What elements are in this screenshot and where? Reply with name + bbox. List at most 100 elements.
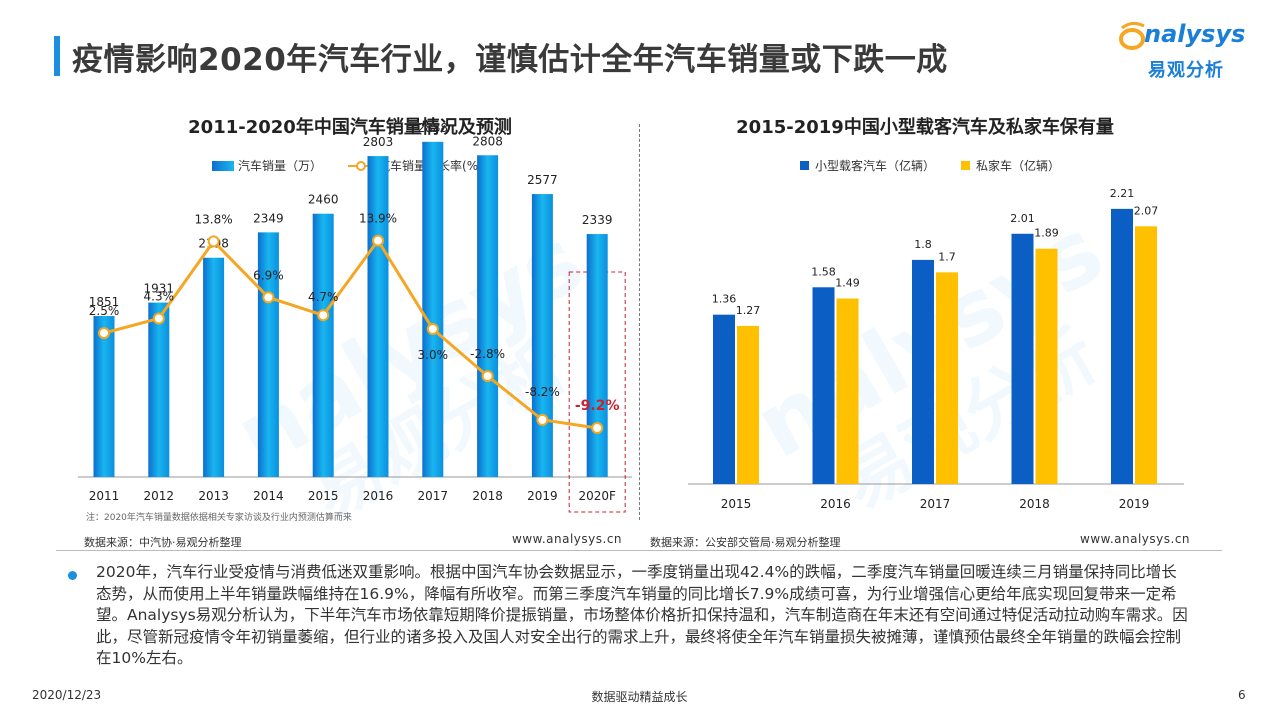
chart1-growth-point: [98, 327, 110, 340]
chart1-site-link[interactable]: www.analysys.cn: [512, 532, 623, 546]
summary-text: 2020年，汽车行业受疫情与消费低迷双重影响。根据中国汽车协会数据显示，一季度销…: [96, 563, 1188, 667]
page-number: 6: [1238, 688, 1246, 702]
chart1-growth-point: [536, 413, 549, 426]
chart2-x-tick-label: 2017: [920, 497, 951, 511]
chart2-value-label-small-passenger: 1.36: [712, 293, 737, 306]
chart1-growth-point: [481, 370, 494, 383]
chart1-growth-point: [207, 235, 220, 248]
chart1-growth-label: 6.9%: [253, 268, 284, 282]
chart2-legend: 小型载客汽车（亿辆） 私家车（亿辆）: [800, 157, 1086, 174]
chart1-source: 数据来源：中汽协·易观分析整理: [84, 536, 242, 549]
chart1-growth-label: 3.0%: [418, 348, 449, 362]
chart2-bar-private-car: [1135, 226, 1157, 484]
chart1-growth-label: -2.8%: [470, 347, 505, 361]
logo-wordmark: nalysys: [1144, 20, 1246, 48]
chart1-bar: [477, 155, 499, 478]
chart1-x-tick-label: 2014: [253, 489, 284, 503]
chart2-source: 数据来源：公安部交管局·易观分析整理: [650, 536, 841, 549]
bullet-icon: [68, 571, 77, 580]
footer-tagline: 数据驱动精益成长: [591, 690, 688, 704]
chart1-bar-value-label: 1851: [89, 295, 120, 309]
chart1-bar-value-label: 2339: [582, 213, 613, 227]
chart1-bar-value-label: 2460: [308, 193, 339, 207]
legend-swatch-small-passenger: [800, 161, 809, 170]
logo-chinese: 易观分析: [1148, 60, 1224, 81]
chart2-bar-small-passenger: [912, 259, 934, 484]
legend-item-small-passenger: 小型载客汽车（亿辆）: [800, 157, 935, 174]
chart2-bar-small-passenger: [1111, 208, 1133, 485]
chart2-bar-small-passenger: [713, 314, 735, 484]
page-title: 疫情影响2020年汽车行业，谨慎估计全年汽车销量或下跌一成: [72, 42, 948, 78]
chart1-growth-label: 4.7%: [308, 290, 339, 304]
chart1-x-tick-label: 2017: [418, 489, 449, 503]
chart1-growth-label: 13.8%: [195, 212, 233, 226]
chart1-growth-point: [262, 291, 275, 304]
chart1-bar: [531, 194, 553, 477]
chart1-growth-point: [426, 323, 439, 336]
chart1-title: 2011-2020年中国汽车销量情况及预测: [188, 117, 512, 138]
chart1-bar-value-label: 2803: [363, 135, 394, 149]
footer-date: 2020/12/23: [32, 688, 102, 702]
chart2-bar-small-passenger: [1011, 233, 1034, 484]
chart2-value-label-private-car: 1.49: [835, 276, 860, 289]
chart1-bar: [93, 316, 115, 477]
chart2-bar-private-car: [1035, 248, 1058, 484]
chart-divider: [639, 124, 640, 520]
chart2-site-link[interactable]: www.analysys.cn: [1080, 532, 1191, 546]
chart1-bar-value-label: 1931: [144, 282, 175, 296]
chart1-note: 注：2020年汽车销量数据依据相关专家访谈及行业内预测估算而来: [86, 513, 352, 523]
chart1-x-tick-label: 2011: [89, 489, 120, 503]
chart2-bar-private-car: [737, 325, 759, 484]
chart2-x-tick-label: 2016: [820, 497, 851, 511]
chart1-bar: [203, 257, 225, 477]
chart1-bar: [422, 141, 444, 478]
chart2-x-tick-label: 2019: [1119, 497, 1150, 511]
chart2-value-label-small-passenger: 1.58: [811, 265, 836, 278]
chart1-bar-value-label: 2577: [527, 173, 558, 187]
legend-item-sales: 汽车销量（万）: [212, 157, 322, 174]
legend-swatch-sales: [212, 160, 234, 171]
chart2-value-label-private-car: 1.89: [1034, 227, 1059, 240]
chart1-x-tick-label: 2019: [527, 489, 558, 503]
chart1-bar: [312, 213, 334, 477]
chart2-bar-private-car: [836, 298, 859, 484]
chart1-growth-point: [372, 234, 384, 247]
legend-label-sales: 汽车销量（万）: [238, 159, 323, 173]
logo-swoosh-icon: [1119, 21, 1145, 50]
chart2-x-tick-label: 2015: [721, 497, 752, 511]
chart1-x-tick-label: 2016: [363, 489, 394, 503]
chart1-x-tick-label: 2015: [308, 489, 339, 503]
analysys-logo: nalysys 易观分析: [1118, 18, 1248, 82]
chart2-title: 2015-2019中国小型载客汽车及私家车保有量: [736, 117, 1114, 138]
chart1-x-tick-label: 2012: [144, 489, 175, 503]
chart2-bar-private-car: [936, 272, 958, 484]
legend-swatch-private-car: [961, 161, 971, 170]
chart1-growth-point: [152, 312, 165, 325]
chart1-growth-label: -9.2%: [575, 398, 620, 414]
chart1-bar: [148, 302, 170, 477]
chart1-growth-label: 2.5%: [89, 304, 120, 318]
chart1-growth-label: 13.9%: [359, 212, 397, 226]
chart1-bar-value-label: 2349: [253, 211, 284, 225]
chart1-x-tick-label: 2013: [198, 489, 229, 503]
chart1-bar: [367, 156, 389, 477]
chart2-value-label-private-car: 2.07: [1134, 204, 1159, 217]
legend-label-private-car: 私家车（亿辆）: [976, 159, 1061, 173]
chart1-bar: [586, 234, 608, 477]
chart2-value-label-small-passenger: 2.21: [1110, 187, 1135, 200]
chart2-value-label-small-passenger: 2.01: [1010, 212, 1035, 225]
chart1-growth-line: [103, 237, 598, 430]
chart1-growth-label: -8.2%: [525, 385, 560, 399]
chart1-growth-point: [591, 422, 604, 434]
chart2-x-tick-label: 2018: [1019, 497, 1050, 511]
chart1-growth-point: [317, 309, 330, 322]
chart1-x-tick-label: 2020F: [578, 489, 616, 503]
title-accent-bar: [54, 36, 60, 76]
legend-item-private-car: 私家车（亿辆）: [961, 157, 1060, 174]
chart2-value-label-private-car: 1.7: [938, 250, 956, 263]
chart1-bar-value-label: 2888: [418, 121, 449, 135]
chart2-value-label-small-passenger: 1.8: [914, 238, 932, 251]
chart2-bar-small-passenger: [812, 287, 835, 484]
